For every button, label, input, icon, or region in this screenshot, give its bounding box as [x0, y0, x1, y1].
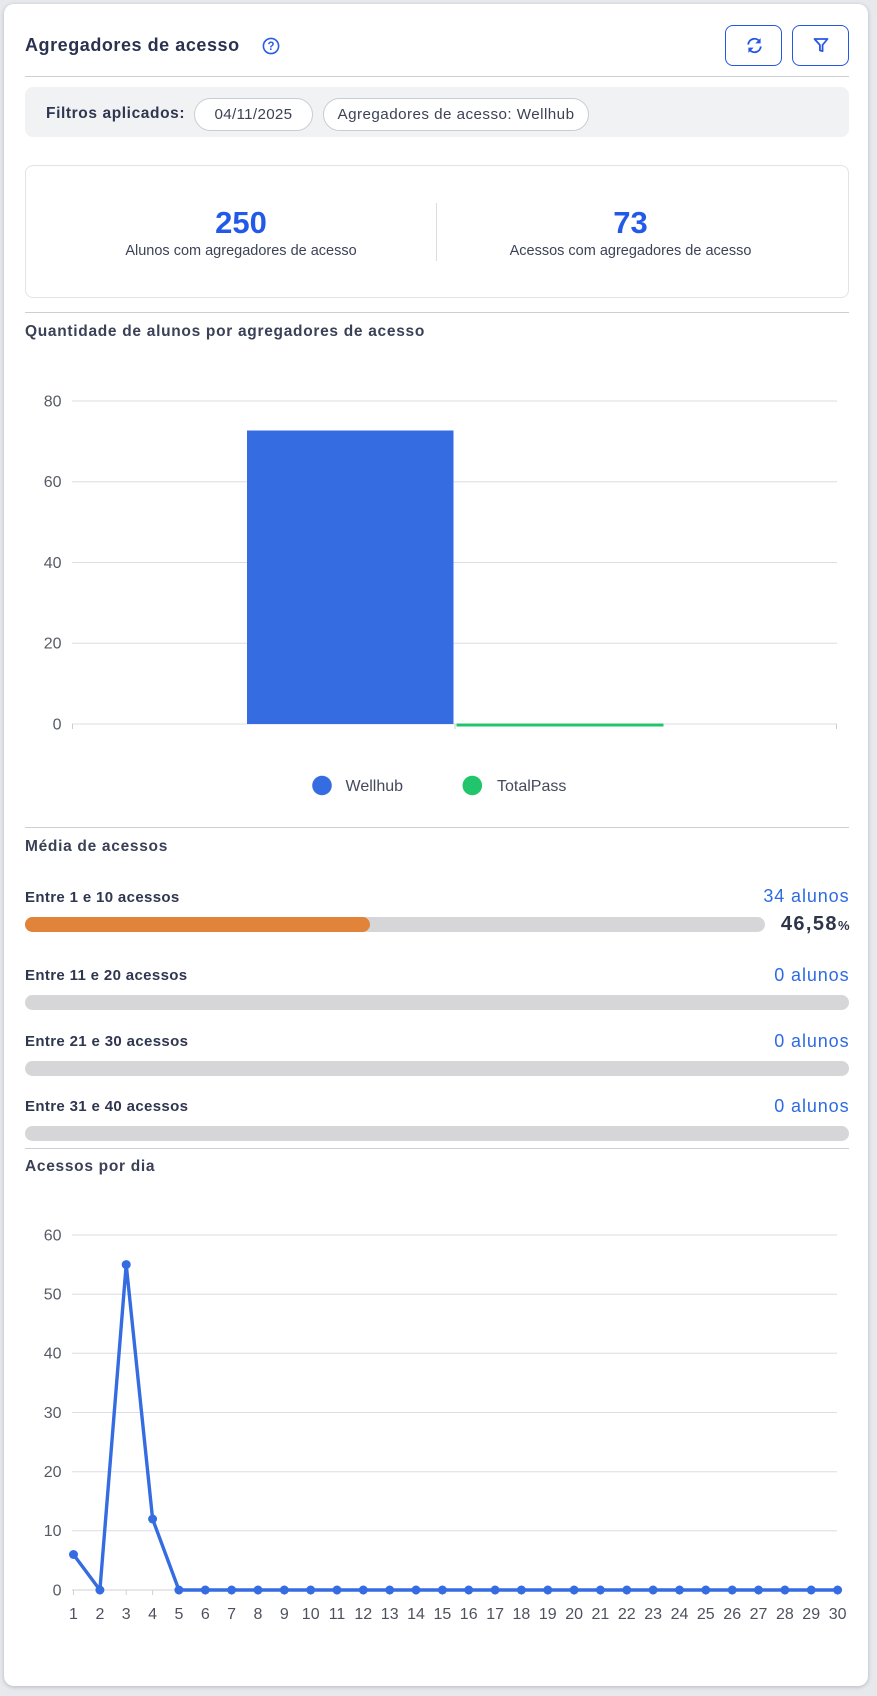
- svg-text:19: 19: [539, 1606, 557, 1623]
- svg-text:18: 18: [513, 1606, 531, 1623]
- svg-text:9: 9: [280, 1606, 289, 1623]
- svg-text:6: 6: [201, 1606, 210, 1623]
- svg-text:24: 24: [671, 1606, 689, 1623]
- svg-text:17: 17: [486, 1606, 504, 1623]
- svg-text:20: 20: [565, 1606, 583, 1623]
- svg-text:23: 23: [644, 1606, 662, 1623]
- svg-text:80: 80: [44, 393, 62, 410]
- svg-text:21: 21: [592, 1606, 610, 1623]
- svg-text:30: 30: [829, 1606, 847, 1623]
- svg-text:40: 40: [44, 555, 62, 572]
- svg-text:1: 1: [69, 1606, 78, 1623]
- svg-text:4: 4: [148, 1606, 157, 1623]
- svg-text:11: 11: [329, 1606, 346, 1623]
- svg-text:20: 20: [44, 1464, 62, 1481]
- svg-text:20: 20: [44, 636, 62, 653]
- svg-text:28: 28: [776, 1606, 794, 1623]
- svg-text:40: 40: [44, 1346, 62, 1363]
- svg-text:27: 27: [750, 1606, 768, 1623]
- svg-text:?: ?: [267, 41, 274, 53]
- svg-text:50: 50: [44, 1287, 62, 1304]
- svg-text:13: 13: [381, 1606, 399, 1623]
- svg-text:30: 30: [44, 1405, 62, 1422]
- svg-text:3: 3: [122, 1606, 131, 1623]
- svg-text:22: 22: [618, 1606, 636, 1623]
- svg-text:60: 60: [44, 1227, 62, 1244]
- svg-text:12: 12: [354, 1606, 372, 1623]
- svg-text:14: 14: [407, 1606, 425, 1623]
- svg-text:25: 25: [697, 1606, 715, 1623]
- svg-text:15: 15: [434, 1606, 452, 1623]
- svg-text:10: 10: [302, 1606, 320, 1623]
- svg-text:5: 5: [174, 1606, 183, 1623]
- svg-text:TotalPass: TotalPass: [497, 778, 566, 795]
- svg-text:0: 0: [53, 716, 62, 733]
- svg-text:8: 8: [254, 1606, 263, 1623]
- svg-text:7: 7: [227, 1606, 236, 1623]
- svg-text:2: 2: [95, 1606, 104, 1623]
- svg-text:10: 10: [44, 1523, 62, 1540]
- svg-text:60: 60: [44, 474, 62, 491]
- svg-text:29: 29: [802, 1606, 820, 1623]
- svg-text:26: 26: [723, 1606, 741, 1623]
- svg-text:Wellhub: Wellhub: [346, 778, 404, 795]
- svg-text:16: 16: [460, 1606, 478, 1623]
- svg-text:0: 0: [53, 1582, 62, 1599]
